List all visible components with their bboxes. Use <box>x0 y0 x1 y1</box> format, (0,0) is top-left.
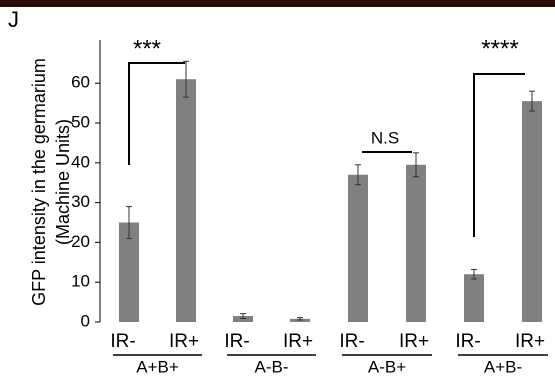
y-tick-label: 50 <box>71 112 90 131</box>
y-tick-label: 20 <box>71 232 90 251</box>
y-tick-label: 10 <box>71 272 90 291</box>
panel-label: J <box>8 7 19 32</box>
x-tick-label: IR+ <box>399 331 429 352</box>
bar <box>176 79 196 322</box>
x-tick-label: IR- <box>224 331 249 352</box>
top-strip <box>0 0 555 7</box>
x-tick-label: IR+ <box>515 331 545 352</box>
significance-bracket <box>474 74 525 237</box>
significance-label: N.S <box>371 128 399 147</box>
y-tick-label: 60 <box>71 73 90 92</box>
significance-label: *** <box>133 35 161 62</box>
bar <box>464 274 484 322</box>
x-tick-label: IR+ <box>169 331 199 352</box>
y-tick-label: 0 <box>81 311 90 330</box>
group-label: A-B- <box>255 357 289 376</box>
group-label: A-B+ <box>368 357 406 376</box>
group-label: A+B- <box>484 357 522 376</box>
y-axis-label: (Machine Units) <box>53 119 73 245</box>
x-tick-label: IR+ <box>283 331 313 352</box>
group-label: A+B+ <box>136 357 179 376</box>
bar <box>406 165 426 322</box>
x-tick-label: IR- <box>339 331 364 352</box>
y-axis-label: GFP intensity in the germarium <box>29 58 49 306</box>
x-tick-label: IR- <box>455 331 480 352</box>
bar <box>522 101 542 322</box>
chart: J GFP intensity in the germarium (Machin… <box>0 0 555 379</box>
significance-label: **** <box>481 35 518 62</box>
bar <box>348 175 368 322</box>
x-tick-label: IR- <box>110 331 135 352</box>
y-tick-label: 40 <box>71 152 90 171</box>
y-tick-label: 30 <box>71 192 90 211</box>
